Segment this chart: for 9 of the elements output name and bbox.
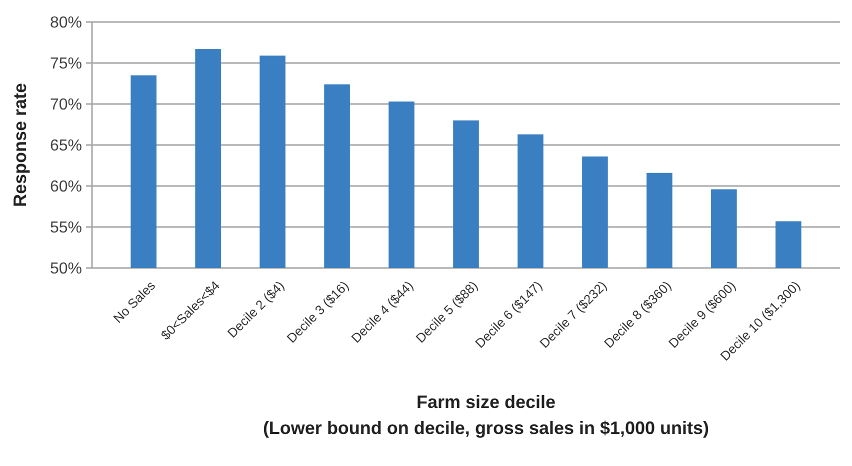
y-tick-label: 75%	[50, 56, 82, 73]
y-tick-label: 70%	[50, 96, 82, 114]
x-axis-title: Farm size decile (Lower bound on decile, gross sales in $1,000 units)	[262, 392, 710, 438]
y-tick-label: 65%	[50, 138, 82, 155]
y-tick-label: 50%	[50, 260, 82, 278]
y-tick-label: 80%	[50, 14, 82, 32]
y-axis-title: Response rate	[10, 82, 30, 208]
y-tick-label: 55%	[50, 220, 82, 237]
y-tick-label: 60%	[50, 178, 82, 196]
